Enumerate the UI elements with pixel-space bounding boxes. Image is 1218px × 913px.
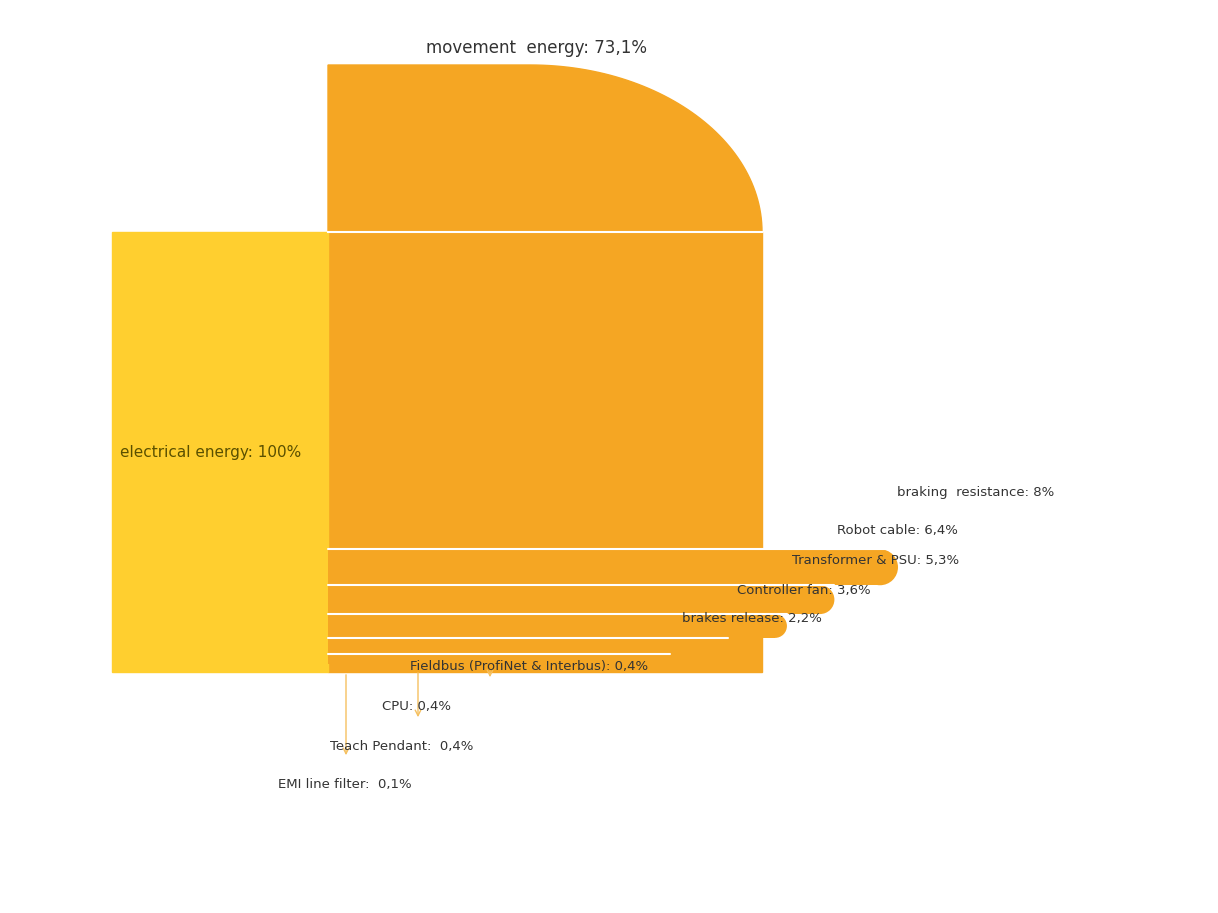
Ellipse shape bbox=[805, 585, 834, 614]
Ellipse shape bbox=[660, 654, 670, 664]
Text: EMI line filter:  0,1%: EMI line filter: 0,1% bbox=[278, 778, 412, 791]
Polygon shape bbox=[328, 65, 762, 232]
Text: Robot cable: 6,4%: Robot cable: 6,4% bbox=[837, 523, 957, 537]
Ellipse shape bbox=[711, 638, 728, 654]
Text: Fieldbus (ProfiNet & Interbus): 0,4%: Fieldbus (ProfiNet & Interbus): 0,4% bbox=[410, 660, 648, 673]
Ellipse shape bbox=[762, 614, 787, 638]
Text: Controller fan: 3,6%: Controller fan: 3,6% bbox=[737, 583, 871, 596]
Bar bbox=[328, 550, 879, 585]
Text: brakes release: 2,2%: brakes release: 2,2% bbox=[682, 612, 822, 624]
Text: Transformer & PSU: 5,3%: Transformer & PSU: 5,3% bbox=[792, 553, 959, 566]
Text: Teach Pendant:  0,4%: Teach Pendant: 0,4% bbox=[330, 740, 474, 753]
Ellipse shape bbox=[862, 550, 898, 585]
Polygon shape bbox=[112, 232, 328, 672]
Polygon shape bbox=[328, 232, 762, 672]
Bar bbox=[328, 614, 775, 638]
Text: movement  energy: 73,1%: movement energy: 73,1% bbox=[425, 39, 647, 57]
Text: electrical energy: 100%: electrical energy: 100% bbox=[121, 445, 301, 459]
Bar bbox=[328, 638, 720, 654]
Bar bbox=[328, 585, 820, 614]
Text: CPU: 0,4%: CPU: 0,4% bbox=[382, 700, 451, 713]
Text: braking  resistance: 8%: braking resistance: 8% bbox=[896, 486, 1055, 498]
Bar bbox=[328, 654, 665, 664]
